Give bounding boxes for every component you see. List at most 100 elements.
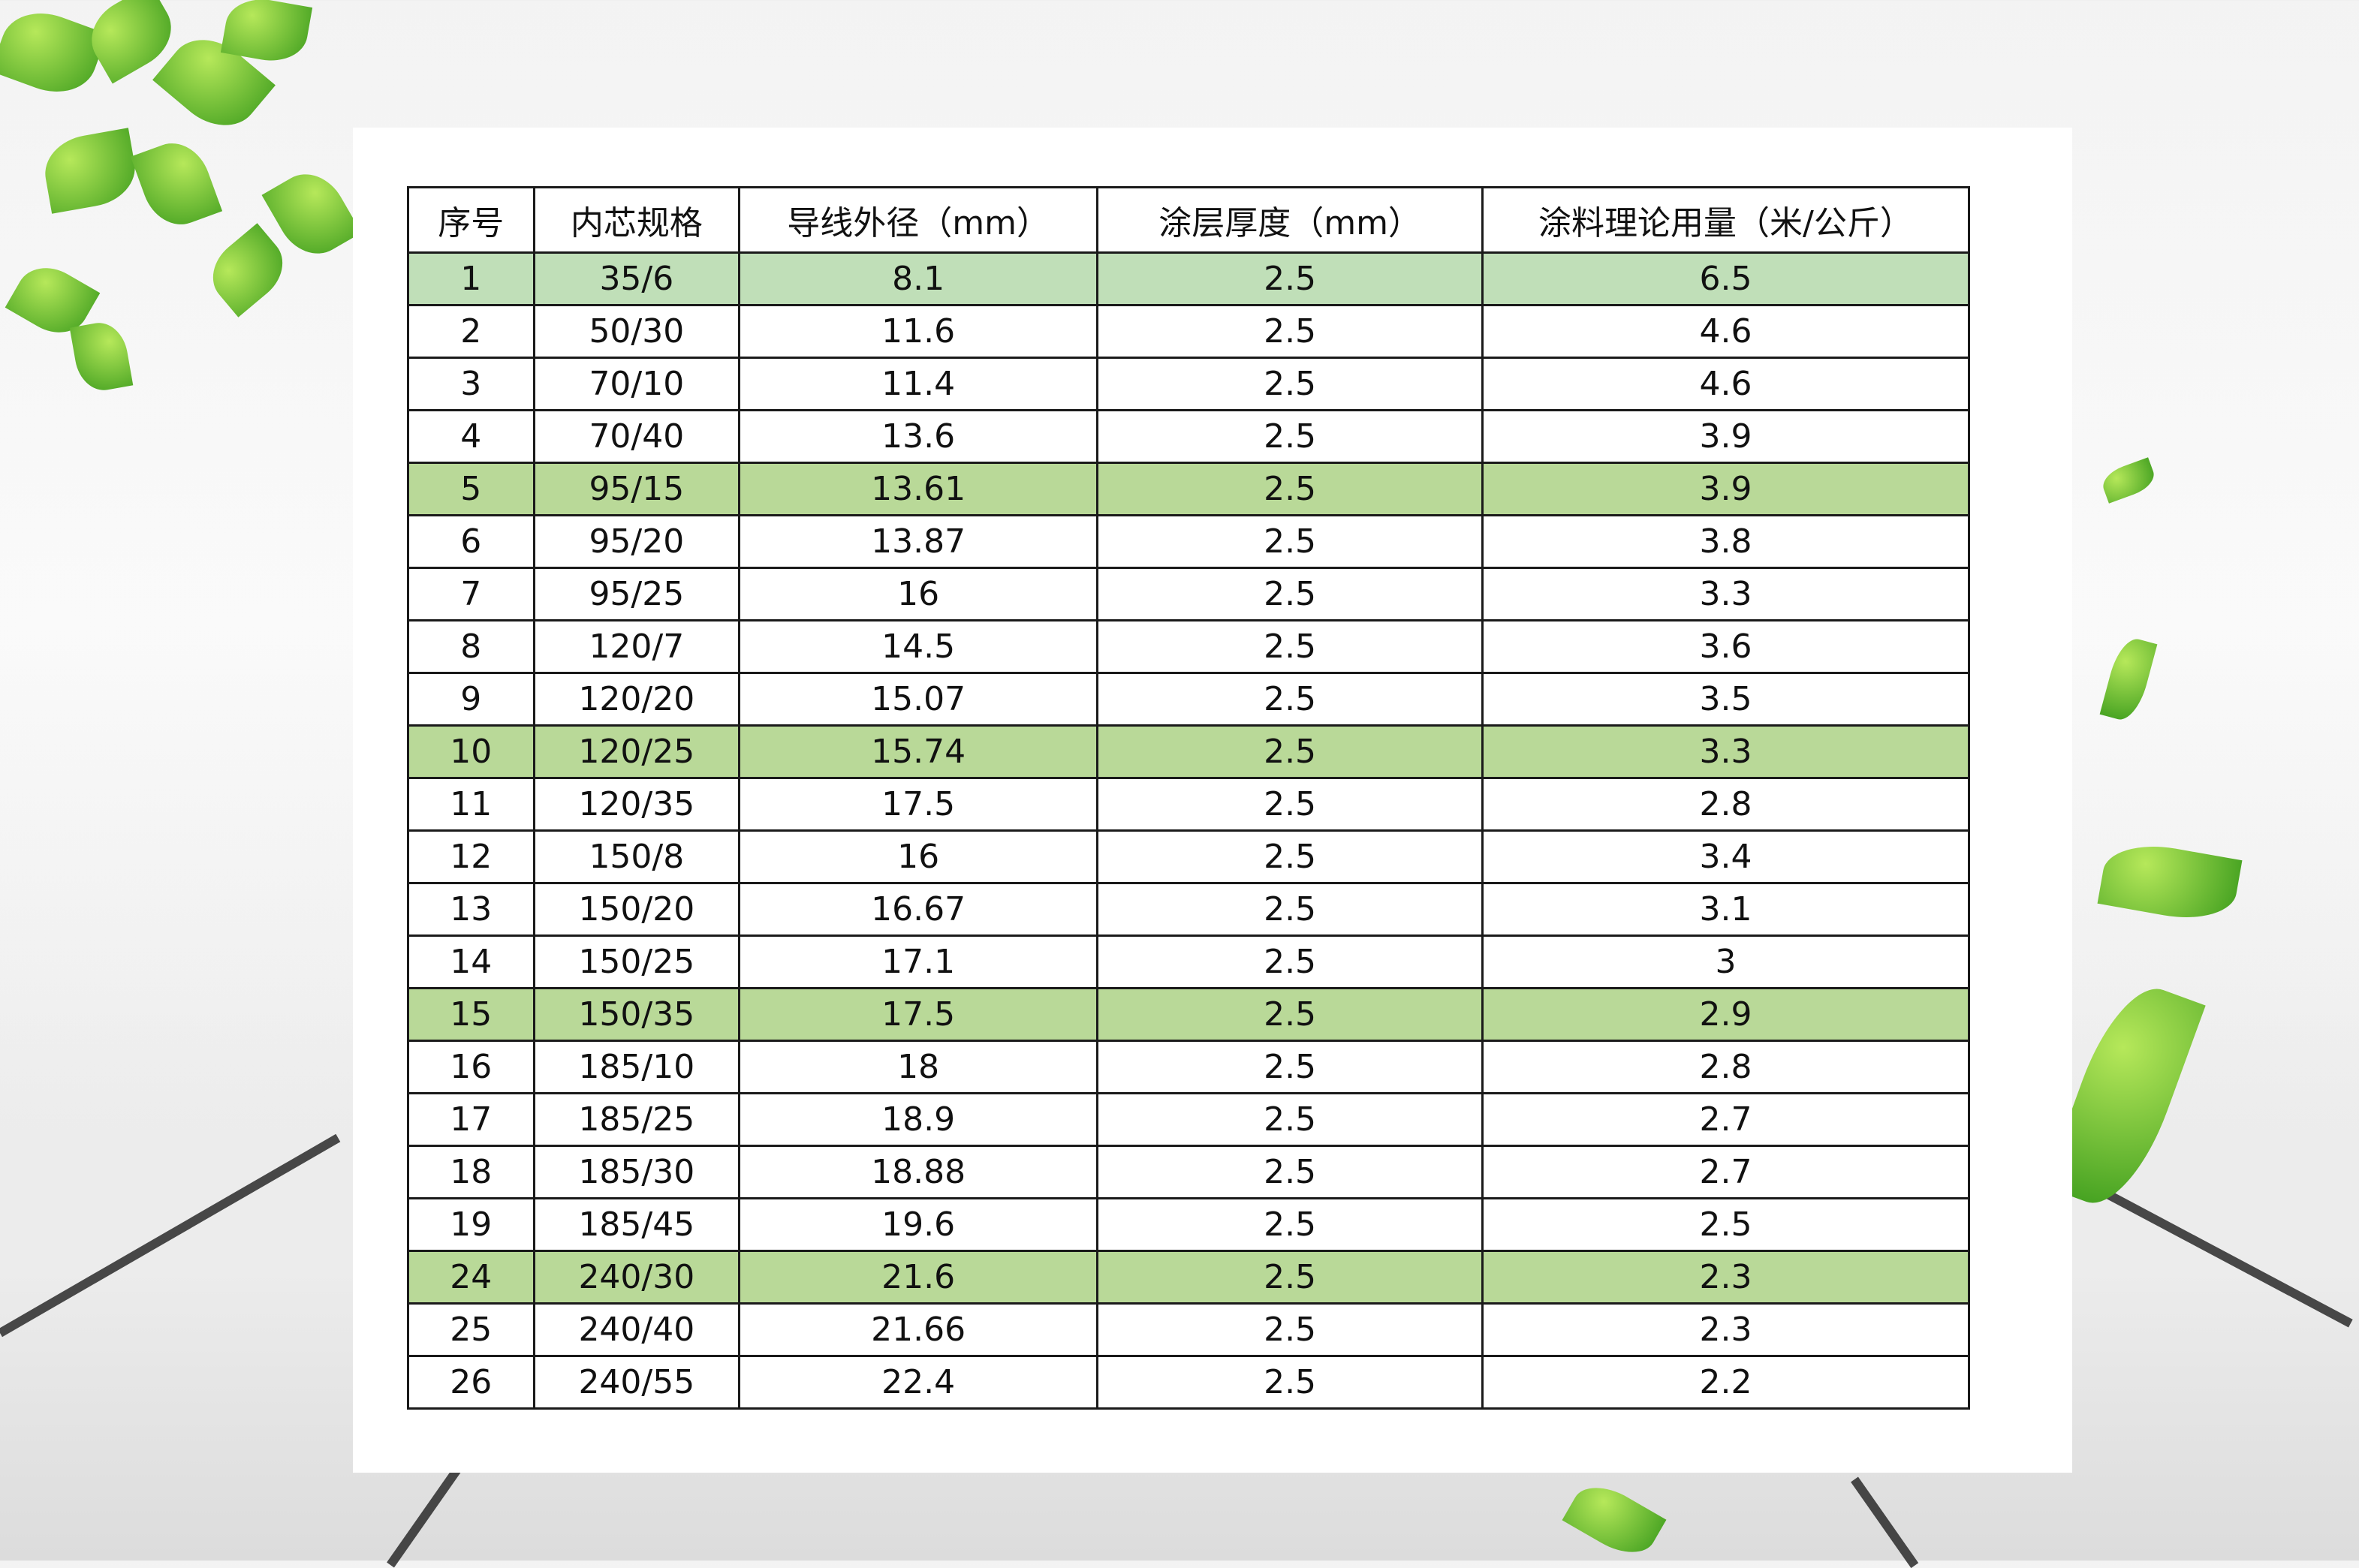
table-cell: 4.6 [1481,357,1971,411]
table-cell: 16.67 [738,882,1099,937]
table-cell: 2.5 [1096,462,1484,516]
table-cell: 3.1 [1481,882,1971,937]
table-cell: 2.7 [1481,1145,1971,1199]
table-cell: 2.8 [1481,777,1971,832]
table-cell: 17.1 [738,934,1099,989]
table-cell: 3.3 [1481,567,1971,621]
table-cell: 185/25 [532,1092,741,1147]
table-row: 2 50/30 11.6 2.5 4.6 [407,304,1971,359]
table-cell: 2.5 [1096,829,1484,884]
table-cell: 70/10 [532,357,741,411]
table-cell: 6 [407,514,535,569]
table-cell: 150/25 [532,934,741,989]
table-cell: 17.5 [738,987,1099,1042]
table-cell: 2.5 [1096,409,1484,464]
table-cell: 150/20 [532,882,741,937]
table-cell: 6.5 [1481,251,1971,306]
table-row: 1 35/6 8.1 2.5 6.5 [407,251,1971,306]
table-cell: 2.5 [1096,1145,1484,1199]
table-cell: 7 [407,567,535,621]
column-header: 涂料理论用量（米/公斤） [1481,186,1971,254]
table-cell: 15 [407,987,535,1042]
table-cell: 3.9 [1481,409,1971,464]
table-cell: 19.6 [738,1197,1099,1252]
table-cell: 16 [738,829,1099,884]
table-cell: 2.5 [1096,777,1484,832]
table-cell: 2.5 [1096,672,1484,727]
table-cell: 150/8 [532,829,741,884]
table-cell: 19 [407,1197,535,1252]
table-cell: 2.5 [1096,934,1484,989]
table-cell: 2.2 [1481,1355,1971,1410]
table-cell: 2.8 [1481,1040,1971,1094]
table-cell: 21.6 [738,1250,1099,1305]
table-cell: 2.5 [1096,987,1484,1042]
table-cell: 13.6 [738,409,1099,464]
table-cell: 35/6 [532,251,741,306]
table-row: 14 150/25 17.1 2.5 3 [407,934,1971,989]
table-row: 6 95/20 13.87 2.5 3.8 [407,514,1971,569]
table-cell: 2.5 [1096,1302,1484,1357]
table-cell: 240/55 [532,1355,741,1410]
table-cell: 2.3 [1481,1302,1971,1357]
table-cell: 2.5 [1096,1092,1484,1147]
table-cell: 18.88 [738,1145,1099,1199]
table-row: 7 95/25 16 2.5 3.3 [407,567,1971,621]
table-row: 5 95/15 13.61 2.5 3.9 [407,462,1971,516]
table-cell: 14.5 [738,619,1099,674]
table-cell: 4 [407,409,535,464]
table-cell: 17 [407,1092,535,1147]
table-cell: 50/30 [532,304,741,359]
table-cell: 26 [407,1355,535,1410]
table-cell: 3 [407,357,535,411]
table-cell: 15.74 [738,724,1099,779]
table-row: 3 70/10 11.4 2.5 4.6 [407,357,1971,411]
table-cell: 13.87 [738,514,1099,569]
table-cell: 2.5 [1096,724,1484,779]
table-cell: 95/25 [532,567,741,621]
table-cell: 120/20 [532,672,741,727]
table-cell: 185/10 [532,1040,741,1094]
column-header: 涂层厚度（mm） [1096,186,1484,254]
table-cell: 1 [407,251,535,306]
table-cell: 2.5 [1096,567,1484,621]
table-cell: 2.5 [1096,357,1484,411]
wire-coating-table: 序号 内芯规格 导线外径（mm） 涂层厚度（mm） 涂料理论用量（米/公斤） 1 35/6… [407,186,1971,1410]
table-row: 8 120/7 14.5 2.5 3.6 [407,619,1971,674]
table-cell: 18 [738,1040,1099,1094]
table-cell: 95/15 [532,462,741,516]
table-cell: 2.7 [1481,1092,1971,1147]
table-cell: 2.5 [1096,1250,1484,1305]
table-cell: 2.5 [1481,1197,1971,1252]
table-row: 18 185/30 18.88 2.5 2.7 [407,1145,1971,1199]
table-cell: 11.4 [738,357,1099,411]
table-cell: 185/45 [532,1197,741,1252]
table-cell: 2.5 [1096,304,1484,359]
table-cell: 3.8 [1481,514,1971,569]
table-cell: 18.9 [738,1092,1099,1147]
table-cell: 3 [1481,934,1971,989]
table-cell: 2.5 [1096,514,1484,569]
table-row: 12 150/8 16 2.5 3.4 [407,829,1971,884]
table-cell: 2.5 [1096,1355,1484,1410]
table-row: 25 240/40 21.66 2.5 2.3 [407,1302,1971,1357]
table-cell: 120/7 [532,619,741,674]
table-cell: 150/35 [532,987,741,1042]
table-cell: 4.6 [1481,304,1971,359]
table-cell: 95/20 [532,514,741,569]
table-cell: 22.4 [738,1355,1099,1410]
table-cell: 25 [407,1302,535,1357]
table-cell: 3.4 [1481,829,1971,884]
table-row: 13 150/20 16.67 2.5 3.1 [407,882,1971,937]
table-cell: 12 [407,829,535,884]
table-cell: 8 [407,619,535,674]
column-header: 导线外径（mm） [738,186,1099,254]
table-row: 15 150/35 17.5 2.5 2.9 [407,987,1971,1042]
column-header: 序号 [407,186,535,254]
table-cell: 240/30 [532,1250,741,1305]
table-row: 17 185/25 18.9 2.5 2.7 [407,1092,1971,1147]
table-row: 26 240/55 22.4 2.5 2.2 [407,1355,1971,1410]
table-cell: 11 [407,777,535,832]
table-cell: 14 [407,934,535,989]
table-cell: 5 [407,462,535,516]
